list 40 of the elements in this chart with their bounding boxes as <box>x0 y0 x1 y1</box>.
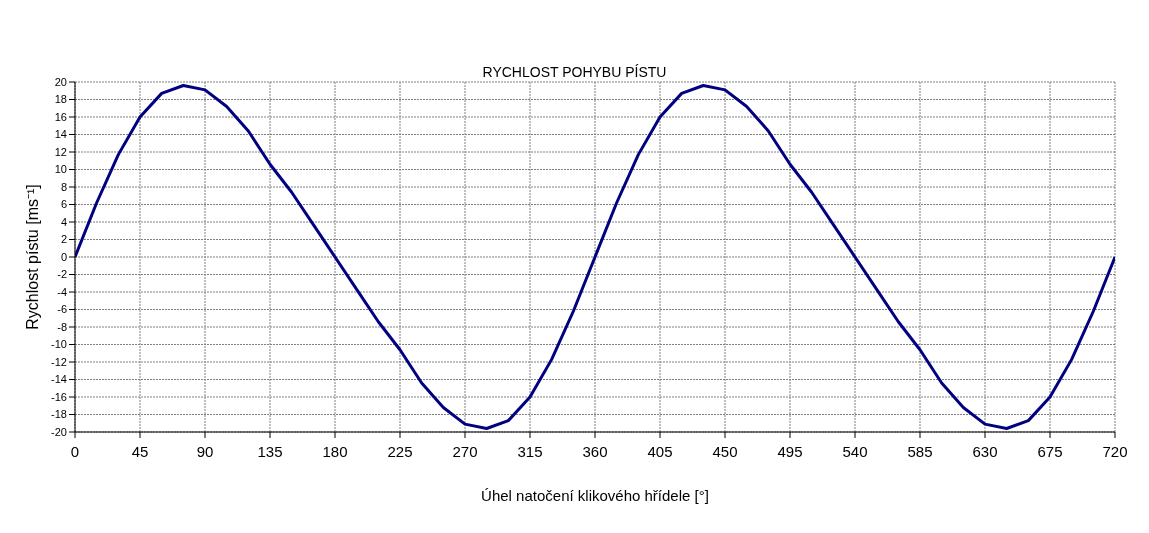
y-tick-label: 6 <box>60 198 67 211</box>
y-tick-label: 12 <box>54 145 67 158</box>
y-tick-label: -10 <box>51 338 67 351</box>
y-tick-label: -18 <box>51 408 67 421</box>
x-tick-label: 180 <box>322 442 348 460</box>
x-axis-title: Úhel natočení klikového hřídele [°] <box>481 487 709 504</box>
x-tick-label: 540 <box>842 442 868 460</box>
x-tick-label: 315 <box>517 442 543 460</box>
x-tick-label: 630 <box>972 442 998 460</box>
y-tick-label: -12 <box>51 355 67 368</box>
y-tick-label: -4 <box>57 285 67 298</box>
x-tick-label: 225 <box>387 442 413 460</box>
x-tick-label: 675 <box>1037 442 1063 460</box>
y-tick-label: -6 <box>57 303 67 316</box>
x-tick-label: 45 <box>131 442 149 460</box>
y-tick-label: 8 <box>60 180 67 193</box>
y-tick-label: -20 <box>51 425 67 438</box>
x-tick-label: 405 <box>647 442 673 460</box>
y-tick-label: 2 <box>60 233 67 246</box>
x-tick-label: 360 <box>582 442 608 460</box>
y-tick-label: 20 <box>54 75 67 88</box>
y-tick-label: -16 <box>51 390 67 403</box>
y-axis-title: Rychlost pístu [ms⁻¹] <box>23 184 41 330</box>
x-tick-label: 450 <box>712 442 738 460</box>
y-tick-label: 10 <box>54 163 67 176</box>
y-tick-label: 18 <box>54 93 67 106</box>
x-tick-label: 720 <box>1102 442 1128 460</box>
x-tick-label: 495 <box>777 442 803 460</box>
y-tick-label: 4 <box>60 215 67 228</box>
x-tick-label: 270 <box>452 442 478 460</box>
x-tick-label: 135 <box>257 442 283 460</box>
x-tick-label: 585 <box>907 442 933 460</box>
y-tick-label: -8 <box>57 320 67 333</box>
x-tick-label: 90 <box>196 442 214 460</box>
y-tick-label: -14 <box>51 373 67 386</box>
chart-title: RYCHLOST POHYBU PÍSTU <box>482 64 667 80</box>
y-tick-label: 16 <box>54 110 67 123</box>
y-tick-label: -2 <box>57 268 67 281</box>
y-tick-label: 0 <box>60 250 67 263</box>
y-tick-label: 14 <box>54 128 67 141</box>
